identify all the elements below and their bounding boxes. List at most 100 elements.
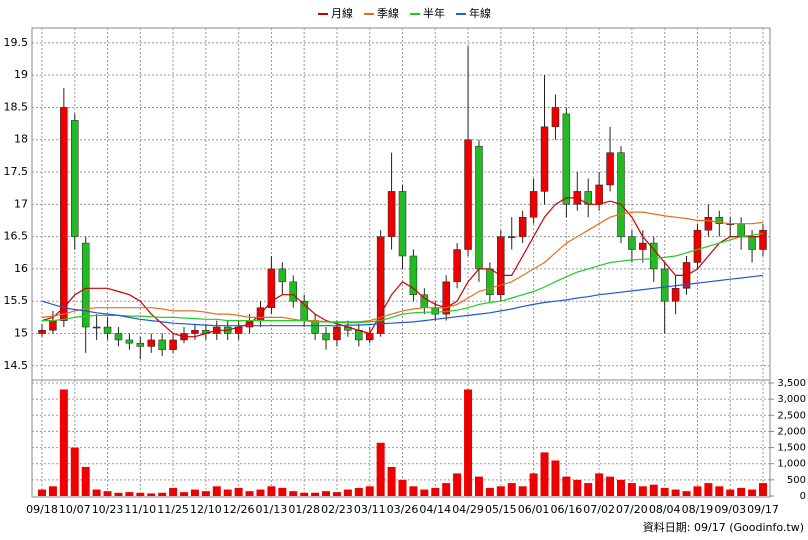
candle-body (158, 339, 166, 350)
x-tick-label: 06/16 (551, 503, 583, 516)
volume-bar (693, 486, 702, 496)
volume-bar (573, 479, 582, 496)
volume-bar (595, 473, 604, 496)
volume-bar (125, 492, 134, 496)
plot-frame (31, 27, 771, 498)
y-tick-label: 19.5 (4, 36, 29, 49)
volume-bar (748, 489, 757, 496)
candle-body (431, 307, 440, 315)
candle-body (737, 223, 745, 237)
volume-bar (420, 489, 429, 496)
volume-bar (365, 486, 374, 496)
volume-bar (726, 489, 735, 496)
y2-tick-label: 0 (800, 491, 806, 502)
volume-bar (715, 486, 724, 496)
candle-body (671, 288, 680, 302)
candle-body (693, 229, 702, 263)
candle-body (267, 268, 276, 308)
x-tick-label: 04/29 (452, 503, 484, 516)
candle-body (409, 255, 418, 295)
x-tick-label: 08/19 (682, 503, 714, 516)
candle-body (387, 191, 396, 237)
x-tick-label: 10/23 (92, 503, 124, 516)
volume-bar (485, 487, 494, 496)
candle-body (759, 229, 767, 250)
x-tick-label: 12/26 (223, 503, 255, 516)
y-tick-label: 15.5 (4, 294, 29, 307)
candle-body (398, 191, 407, 257)
x-tick-label: 09/17 (747, 503, 779, 516)
legend-label: 月線 (331, 6, 353, 20)
y2-tick-label: 3,500 (777, 378, 806, 389)
candle-body (595, 184, 603, 205)
ma-line (41, 197, 763, 338)
y-tick-label: 16.5 (4, 230, 29, 243)
candle-body (289, 281, 298, 302)
candle-body (81, 242, 90, 328)
volume-bar (627, 483, 636, 496)
x-tick-label: 07/20 (616, 503, 648, 516)
candle-body (639, 242, 647, 250)
volume-bar (278, 487, 287, 496)
candle-body (125, 339, 134, 344)
volume-bar (551, 460, 560, 496)
volume-bar (245, 491, 254, 496)
y2-tick-label: 1,000 (777, 459, 806, 470)
candle-body (191, 330, 199, 334)
volume-bar (169, 487, 178, 496)
candle-body (606, 152, 614, 186)
candle-body (529, 191, 538, 218)
y-tick-label: 19 (14, 68, 28, 81)
x-tick-label: 08/04 (649, 503, 681, 516)
volume-bar (518, 486, 527, 496)
x-tick-label: 12/10 (190, 503, 222, 516)
x-tick-label: 11/25 (157, 503, 189, 516)
candle-body (475, 145, 483, 270)
candle-body (420, 294, 429, 308)
y2-tick-label: 3,000 (777, 394, 806, 405)
candle-body (551, 107, 560, 128)
x-tick-label: 05/15 (485, 503, 517, 516)
y2-tick-label: 1,500 (777, 443, 806, 454)
volume-bar (212, 486, 221, 496)
volume-bar (158, 492, 167, 496)
x-tick-label: 03/11 (354, 503, 386, 516)
candle-body (365, 333, 374, 341)
volume-bar (387, 466, 396, 496)
candle-body (507, 236, 516, 238)
volume-bar (103, 491, 112, 496)
volume-bar (48, 486, 57, 496)
volume-bar (343, 489, 352, 496)
volume-bar (70, 447, 79, 496)
volume-bar (507, 483, 516, 496)
volume-bar (267, 486, 276, 496)
volume-bar (606, 476, 615, 496)
ma-line (42, 232, 764, 324)
volume-bar (431, 487, 440, 496)
candle-body (147, 339, 155, 347)
volume-bar (584, 483, 593, 496)
candle-body (311, 320, 319, 334)
candle-body (540, 126, 549, 192)
candle-body (38, 330, 46, 334)
volume-bar (649, 484, 658, 496)
x-tick-label: 07/02 (583, 503, 615, 516)
candle-body (704, 216, 713, 231)
x-tick-label: 10/07 (59, 503, 91, 516)
y-tick-label: 15 (14, 326, 28, 339)
x-tick-label: 09/18 (26, 503, 58, 516)
candle-body (71, 120, 79, 237)
volume-bar (737, 487, 746, 496)
volume-bar (638, 486, 647, 496)
candle-body (562, 113, 571, 205)
volume-bar (136, 492, 145, 496)
x-tick-label: 02/23 (321, 503, 353, 516)
candle-body (355, 330, 363, 341)
volume-bar (540, 452, 549, 496)
volume-bar (759, 483, 767, 496)
candle-body (518, 216, 527, 237)
candle-body (628, 236, 636, 250)
candle-body (715, 216, 724, 224)
x-tick-label: 04/14 (419, 503, 451, 516)
volume-bar (453, 473, 462, 496)
